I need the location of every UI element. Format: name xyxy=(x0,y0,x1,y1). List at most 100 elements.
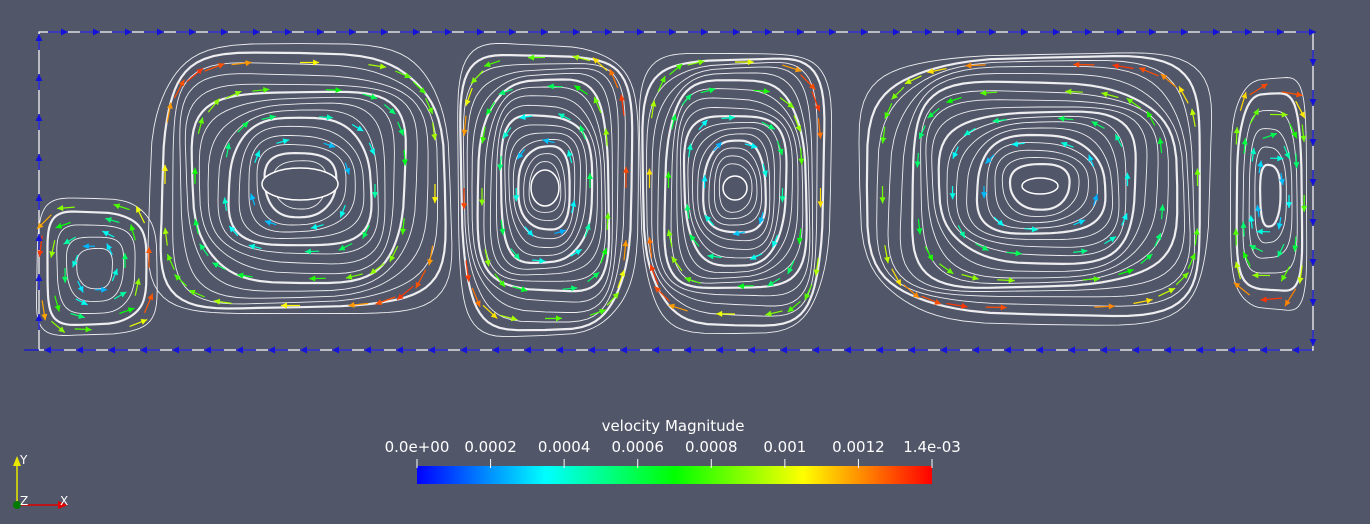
velocity-arrow xyxy=(1293,154,1299,169)
velocity-arrow xyxy=(962,275,979,281)
velocity-arrow xyxy=(556,347,576,354)
center-right-vortex xyxy=(639,53,831,333)
velocity-arrow xyxy=(687,144,693,158)
velocity-arrow xyxy=(352,125,363,132)
velocity-arrow xyxy=(880,186,886,203)
velocity-arrow xyxy=(525,227,534,237)
velocity-arrow xyxy=(368,29,388,36)
velocity-arrow xyxy=(135,278,141,295)
streamline xyxy=(66,237,123,301)
velocity-arrow xyxy=(400,29,420,36)
velocity-arrow xyxy=(994,217,1004,226)
velocity-arrow xyxy=(340,205,346,217)
velocity-arrow xyxy=(364,347,384,354)
velocity-arrow xyxy=(524,347,544,354)
colorbar-tick-label: 0.0006 xyxy=(611,438,664,456)
velocity-arrow xyxy=(780,347,800,354)
velocity-arrow xyxy=(431,122,437,140)
velocity-arrow xyxy=(370,264,384,275)
velocity-arrow xyxy=(119,307,134,313)
velocity-arrow xyxy=(545,315,562,321)
velocity-arrow xyxy=(986,155,995,164)
velocity-arrow xyxy=(240,29,260,36)
velocity-arrow xyxy=(495,274,505,287)
velocity-arrow xyxy=(1155,233,1161,246)
velocity-arrow xyxy=(108,347,128,354)
velocity-arrow xyxy=(114,292,126,299)
colorbar-tick-label: 0.0012 xyxy=(832,438,885,456)
velocity-arrow xyxy=(1249,245,1262,252)
velocity-arrow xyxy=(1040,29,1060,36)
velocity-arrow xyxy=(752,29,772,36)
velocity-arrow xyxy=(972,347,992,354)
velocity-arrow xyxy=(1061,142,1074,148)
velocity-arrow xyxy=(652,347,672,354)
velocity-arrow xyxy=(300,347,320,354)
velocity-arrow xyxy=(1088,155,1094,167)
velocity-arrow xyxy=(1310,290,1317,306)
velocity-arrow xyxy=(268,347,288,354)
velocity-arrow xyxy=(1094,303,1114,309)
colorbar-title: velocity Magnitude xyxy=(0,417,1346,435)
velocity-arrow xyxy=(114,204,130,210)
velocity-arrow xyxy=(460,347,480,354)
velocity-arrow xyxy=(1270,112,1288,118)
velocity-arrow xyxy=(1136,29,1156,36)
velocity-arrow xyxy=(593,58,607,71)
streamlines xyxy=(37,43,1307,336)
velocity-arrow xyxy=(368,63,386,69)
streamline xyxy=(1249,129,1292,259)
velocity-arrow xyxy=(1228,347,1248,354)
velocity-arrow xyxy=(844,347,864,354)
velocity-arrow xyxy=(585,223,591,236)
velocity-arrow xyxy=(707,254,721,260)
velocity-arrow xyxy=(1072,29,1092,36)
velocity-arrow xyxy=(656,29,676,36)
velocity-arrow xyxy=(1232,29,1252,36)
velocity-arrow xyxy=(428,347,448,354)
velocity-arrow xyxy=(623,167,629,188)
velocity-arrow xyxy=(36,74,43,90)
velocity-arrow xyxy=(548,83,563,89)
velocity-arrow xyxy=(784,29,804,36)
velocity-arrow xyxy=(1200,29,1220,36)
velocity-arrow xyxy=(140,347,160,354)
velocity-arrow xyxy=(1188,253,1195,268)
velocity-arrow xyxy=(208,29,228,36)
velocity-arrow xyxy=(198,117,204,133)
velocity-arrow xyxy=(432,29,452,36)
velocity-arrow xyxy=(332,347,352,354)
velocity-arrow xyxy=(658,76,665,92)
velocity-arrow xyxy=(1124,173,1130,186)
velocity-arrow xyxy=(1168,29,1188,36)
velocity-arrow xyxy=(471,71,483,84)
velocity-arrow xyxy=(500,315,517,321)
velocity-arrow xyxy=(107,244,113,256)
velocity-arrow xyxy=(574,86,587,95)
velocity-arrow xyxy=(464,29,484,36)
colorbar-tick-label: 0.0008 xyxy=(685,438,738,456)
velocity-arrow xyxy=(940,347,960,354)
velocity-arrow xyxy=(144,29,164,36)
velocity-arrow xyxy=(1310,170,1317,186)
velocity-arrow xyxy=(57,205,74,211)
velocity-arrow xyxy=(309,276,326,282)
velocity-arrow xyxy=(944,29,964,36)
velocity-arrow xyxy=(105,217,119,223)
velocity-arrow xyxy=(892,269,901,286)
velocity-arrow xyxy=(950,186,956,199)
velocity-arrow xyxy=(688,29,708,36)
axis-y-label: Y xyxy=(20,453,27,467)
velocity-arrow xyxy=(1190,109,1196,127)
velocity-arrow xyxy=(1008,29,1028,36)
streamline xyxy=(77,248,113,288)
velocity-arrow xyxy=(588,272,600,281)
velocity-arrow xyxy=(1278,244,1284,257)
vortex-core xyxy=(723,176,747,200)
velocity-arrow xyxy=(908,347,928,354)
velocity-arrow xyxy=(1292,347,1312,354)
velocity-arrow xyxy=(36,114,43,130)
velocity-arrow xyxy=(528,29,548,36)
velocity-arrow xyxy=(1012,141,1025,147)
